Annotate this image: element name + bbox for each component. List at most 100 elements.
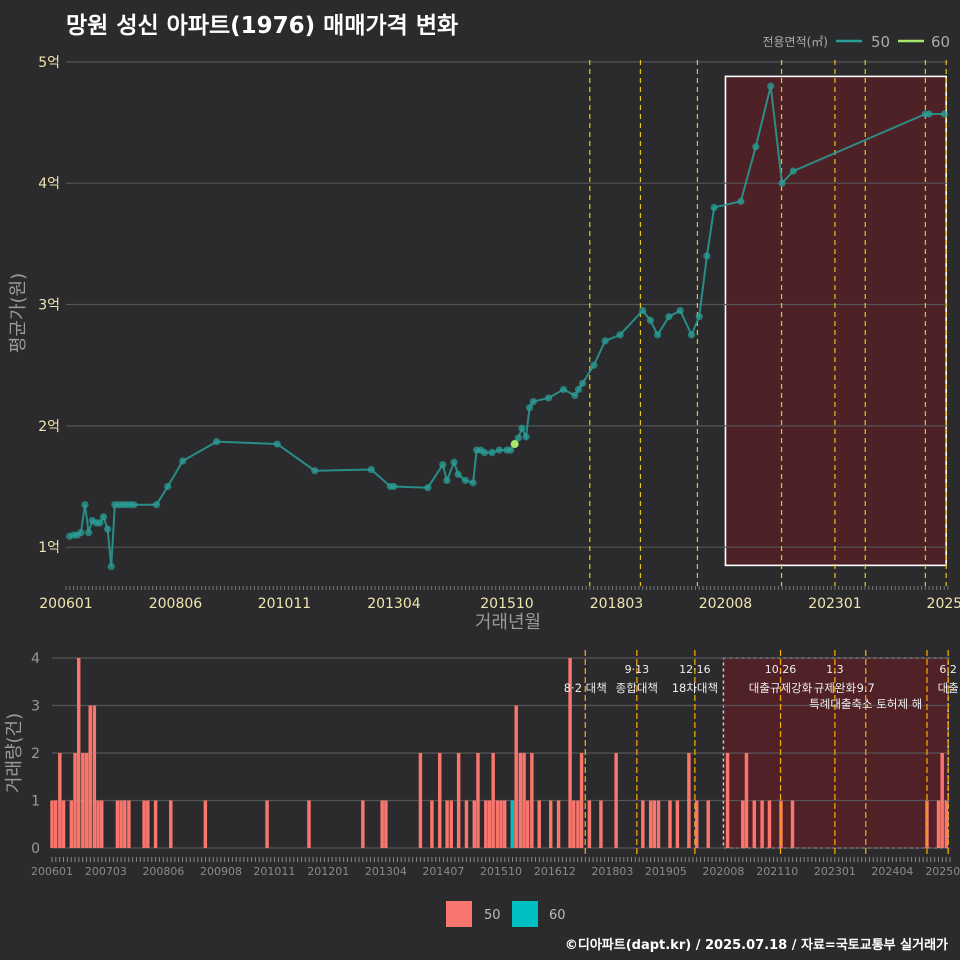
volume-bar-50	[530, 753, 534, 848]
volume-bar-50	[502, 800, 507, 848]
volume-bar-50	[767, 800, 772, 848]
price-point-50	[273, 440, 281, 448]
volume-bar-50	[752, 800, 757, 848]
volume-bar-50	[648, 800, 653, 848]
volume-bar-50	[668, 800, 672, 848]
price-ytick-label: 5억	[38, 55, 60, 71]
volume-bar-50	[449, 800, 453, 848]
policy-label: 6.2	[939, 663, 957, 676]
volume-bar-50	[522, 753, 526, 848]
volume-bar-50	[706, 800, 710, 848]
policy-label: 특례대출축소 토허제 해	[809, 697, 922, 711]
price-xtick-label: 2025	[927, 596, 960, 612]
price-point-50	[695, 313, 703, 321]
price-point-50	[454, 470, 462, 478]
price-xtick-label: 201011	[258, 596, 311, 612]
volume-bar-50	[430, 800, 434, 848]
volume-bar-50	[484, 800, 488, 848]
price-point-50	[559, 385, 568, 394]
volume-legend-key-60	[512, 901, 538, 927]
price-point-50	[752, 143, 760, 151]
volume-bar-50	[495, 800, 500, 848]
volume-bar-50	[380, 800, 384, 848]
volume-xtick-label: 202301	[814, 865, 856, 878]
volume-xtick-label: 201905	[645, 865, 687, 878]
volume-bar-50	[96, 800, 100, 848]
policy-label: 12·16	[679, 663, 711, 676]
volume-bar-50	[940, 753, 944, 848]
policy-label: 규제완화	[814, 681, 857, 695]
volume-bar-50	[100, 800, 104, 848]
price-point-50	[311, 467, 319, 475]
volume-bar-50	[438, 753, 442, 848]
price-ytick-label: 2억	[38, 419, 60, 435]
price-point-50	[646, 316, 654, 324]
price-xtick-label: 202301	[808, 596, 861, 612]
price-point-50	[213, 438, 221, 446]
volume-bar-50	[491, 753, 495, 848]
volume-bar-50	[675, 800, 680, 848]
policy-label: 9·13	[625, 663, 650, 676]
price-point-50	[77, 529, 85, 537]
volume-bar-50	[361, 800, 365, 848]
price-point-50	[461, 476, 469, 485]
volume-bar-50	[142, 800, 146, 848]
volume-bar-50	[514, 705, 518, 848]
price-point-50	[940, 110, 948, 118]
volume-xtick-label: 201304	[365, 865, 407, 878]
price-point-50	[925, 110, 933, 118]
price-point-50	[179, 457, 187, 465]
volume-bar-50	[123, 800, 127, 848]
volume-bar-50	[579, 753, 584, 848]
volume-xtick-label: 202404	[871, 865, 913, 878]
volume-bar-50	[58, 753, 62, 848]
volume-ytick-label: 2	[31, 746, 40, 762]
volume-bar-50	[203, 800, 208, 848]
volume-bar-50	[464, 800, 469, 848]
legend-label-50: 50	[871, 33, 890, 51]
volume-bar-50	[568, 658, 572, 848]
volume-bar-50	[169, 800, 173, 848]
volume-bar-50	[518, 753, 523, 848]
price-ytick-label: 4억	[38, 176, 60, 192]
volume-bar-50	[656, 800, 661, 848]
price-y-axis-title: 평균가(원)	[8, 273, 29, 353]
volume-bar-50	[384, 800, 388, 848]
volume-bar-50	[572, 800, 576, 848]
price-point-50	[488, 448, 496, 457]
price-point-50	[601, 337, 609, 345]
price-ytick-label: 1억	[38, 540, 60, 556]
policy-label: 대출규제강화	[749, 681, 813, 695]
volume-xtick-label: 201201	[307, 865, 349, 878]
volume-bar-50	[88, 705, 92, 848]
volume-bar-50	[641, 800, 645, 848]
volume-bar-50	[476, 753, 480, 848]
price-point-50	[518, 424, 526, 432]
price-point-50	[164, 482, 172, 491]
price-point-60	[510, 440, 519, 449]
volume-legend-label-50: 50	[484, 908, 501, 923]
price-point-50	[85, 529, 93, 537]
price-point-50	[767, 82, 775, 90]
price-point-50	[390, 482, 398, 491]
volume-bar-50	[53, 800, 58, 848]
price-point-50	[578, 379, 587, 387]
volume-bar-50	[576, 800, 580, 848]
price-point-50	[107, 562, 115, 571]
volume-ytick-label: 1	[31, 794, 40, 810]
policy-label: 18차대책	[672, 681, 718, 695]
volume-bar-50	[499, 800, 503, 848]
price-point-50	[616, 331, 624, 339]
volume-bar-50	[694, 800, 699, 848]
volume-xtick-label: 201612	[534, 865, 576, 878]
volume-bar-50	[265, 800, 269, 848]
volume-xtick-label: 201510	[480, 865, 522, 878]
price-point-50	[99, 513, 108, 521]
price-point-50	[469, 479, 477, 487]
volume-bar-50	[760, 800, 764, 848]
volume-bar-50	[549, 800, 553, 848]
volume-bar-50	[525, 800, 530, 848]
volume-y-axis-title: 거래량(건)	[4, 713, 25, 793]
price-highlight-box	[724, 75, 947, 567]
